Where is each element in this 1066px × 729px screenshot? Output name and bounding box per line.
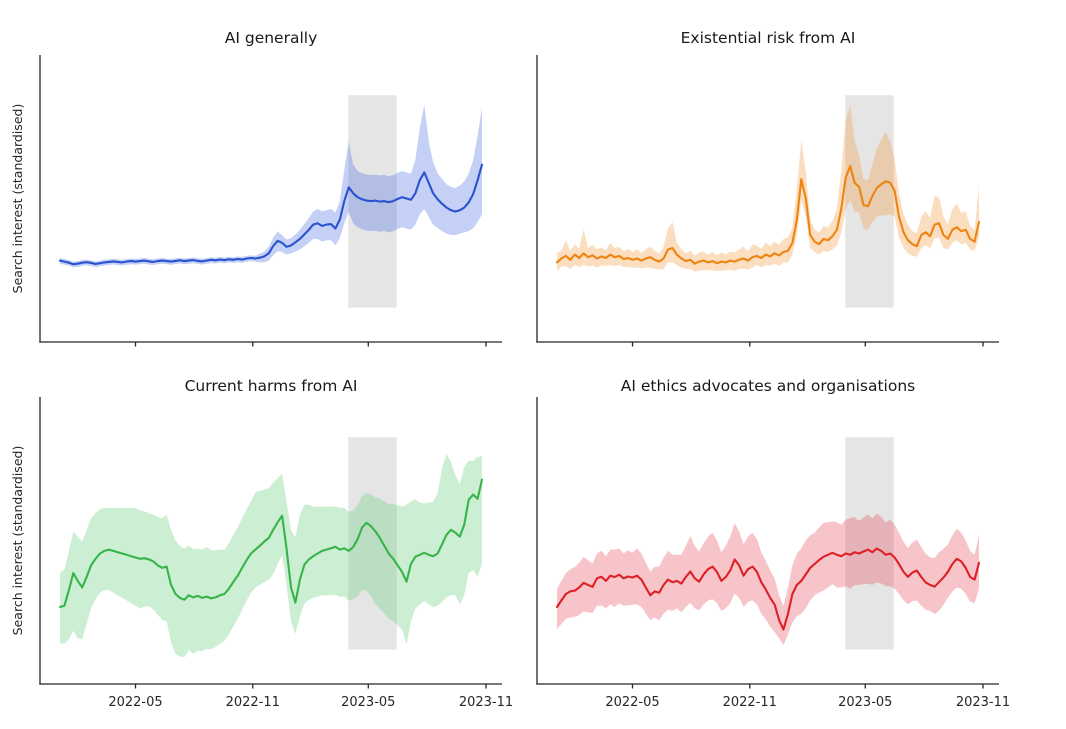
trend-line [555,547,981,631]
chart-existential-risk: Existential risk from AI [536,29,999,347]
confidence-band [557,513,979,646]
confidence-band [60,104,482,268]
chart-title: Existential risk from AI [681,29,856,47]
trend-line [58,163,484,266]
panel-existential-risk: Existential risk from AI [533,0,1066,365]
plot-area [536,55,999,347]
plot-area: 2022-05 2022-11 2023-05 2023-11 [536,397,1010,710]
x-tick-label: 2022-11 [723,695,777,710]
highlight-band [845,437,894,650]
chart-ai-generally: AI generally Search interest (standardis… [10,29,502,347]
x-tick-label: 2022-11 [226,695,280,710]
chart-title: AI ethics advocates and organisations [621,377,915,395]
panel-current-harms: 2022-05 2022-11 2023-05 2023-11 Current har… [0,365,533,729]
y-axis-label: Search interest (standardised) [10,104,25,294]
confidence-band [60,453,482,658]
x-tick-label: 2022-05 [108,695,162,710]
x-tick-label: 2023-05 [838,695,892,710]
trend-line [555,165,981,265]
trend-line [58,478,484,609]
chart-title: AI generally [225,29,318,47]
y-axis-label: Search interest (standardised) [10,446,25,636]
chart-current-harms: 2022-05 2022-11 2023-05 2023-11 Current har… [10,377,513,710]
panel-ai-ethics: 2022-05 2022-11 2023-05 2023-11 AI ethics a… [533,365,1066,729]
chart-title: Current harms from AI [185,377,358,395]
chart-ai-ethics: 2022-05 2022-11 2023-05 2023-11 AI ethics a… [536,377,1010,710]
x-tick-label: 2023-11 [459,695,513,710]
x-tick-label: 2023-05 [341,695,395,710]
x-tick-label: 2023-11 [956,695,1010,710]
x-tick-label: 2022-05 [605,695,659,710]
plot-area [39,55,502,347]
plot-area: 2022-05 2022-11 2023-05 2023-11 [39,397,513,710]
panel-ai-generally: AI generally Search interest (standardis… [0,0,533,365]
